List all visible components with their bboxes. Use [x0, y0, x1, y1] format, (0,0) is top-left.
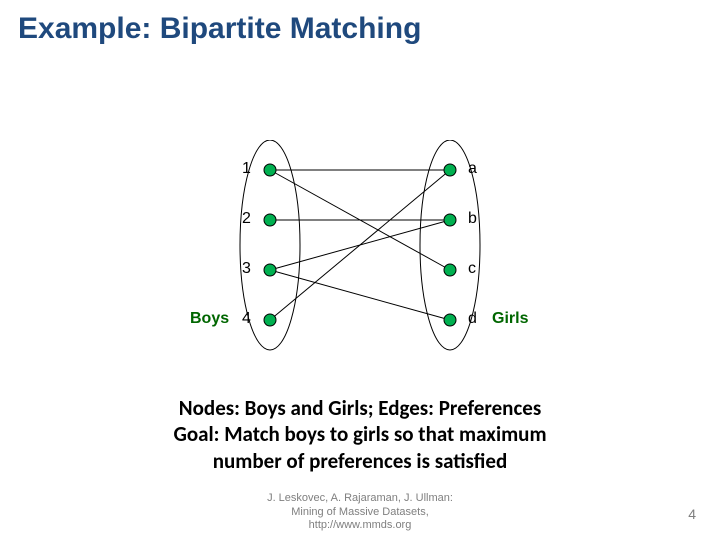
girls-label: Girls: [492, 310, 528, 328]
description-block: Nodes: Boys and Girls; Edges: Preference…: [0, 395, 720, 474]
left-node-label: 4: [242, 310, 251, 328]
desc-line-2: Goal: Match boys to girls so that maximu…: [0, 421, 720, 447]
footer-line-3: http://www.mmds.org: [0, 519, 720, 532]
right-node-label: d: [468, 310, 477, 328]
right-node-label: b: [468, 210, 477, 228]
footer-line-1: J. Leskovec, A. Rajaraman, J. Ullman:: [0, 492, 720, 505]
graph-svg: [210, 140, 510, 360]
left-node-label: 1: [242, 160, 251, 178]
right-node-label: a: [468, 160, 477, 178]
left-node-label: 2: [242, 210, 251, 228]
desc-line-3: number of preferences is satisfied: [0, 448, 720, 474]
desc-line-1: Nodes: Boys and Girls; Edges: Preference…: [0, 395, 720, 421]
slide-title: Example: Bipartite Matching: [18, 12, 421, 46]
page-number: 4: [688, 506, 696, 522]
left-node-label: 3: [242, 260, 251, 278]
slide-footer: J. Leskovec, A. Rajaraman, J. Ullman: Mi…: [0, 492, 720, 532]
right-node-label: c: [468, 260, 476, 278]
boys-label: Boys: [190, 310, 229, 328]
footer-line-2: Mining of Massive Datasets,: [0, 506, 720, 519]
bipartite-diagram: 1234abcdBoysGirls: [210, 140, 510, 360]
